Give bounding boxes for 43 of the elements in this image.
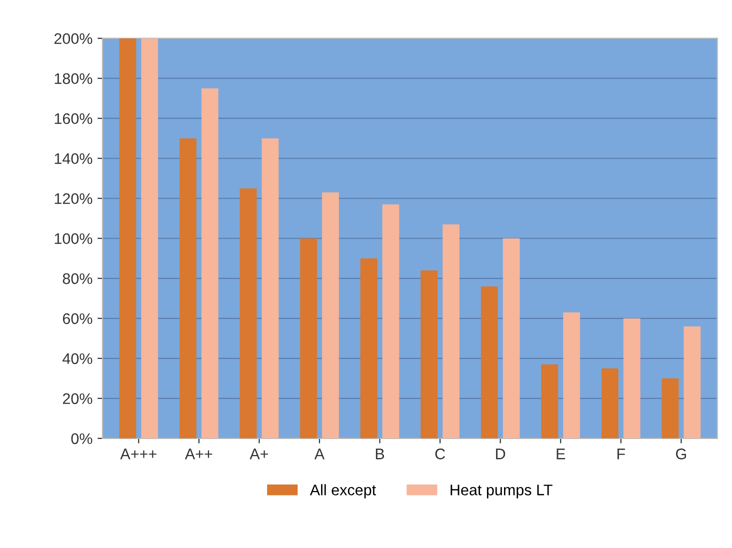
y-tick-label: 200% [54,33,92,44]
y-tick-label: 100% [54,233,92,244]
x-tick-label: A+ [250,448,268,460]
x-tick-label: F [617,448,625,460]
bar [382,204,400,438]
y-tick-label: 180% [54,73,92,84]
bar [502,238,520,438]
bar [240,188,257,438]
bar [119,38,136,438]
y-tick-label: 140% [54,153,92,164]
x-tick-label: C [435,448,445,460]
y-tick-label: 20% [62,393,92,404]
bar [480,286,498,438]
bar [601,368,618,438]
y-tick-label: 120% [54,193,92,204]
x-tick-label: G [676,448,686,460]
bar [623,318,640,438]
x-tick-label: A [314,448,325,460]
legend-label: All except [310,484,376,498]
x-tick-label: A++ [184,448,212,460]
bar [180,138,196,438]
y-tick-label: 80% [62,273,92,284]
bar [684,326,701,438]
bar [662,378,679,438]
y-tick-label: 160% [54,113,92,124]
bar [300,238,317,438]
bar [360,258,378,438]
y-tick-label: 0% [71,433,92,444]
x-tick-label: D [496,448,506,460]
bar [541,364,558,438]
x-tick-label: A+++ [120,448,156,460]
bar [442,224,460,438]
bar [262,138,279,438]
x-tick-label: E [556,448,566,460]
bar [563,312,580,438]
y-tick-label: 60% [62,313,92,324]
bar [322,192,339,438]
bar [201,88,218,438]
x-tick-label: B [376,448,384,460]
bar [141,38,158,438]
bar [420,270,438,438]
legend-label: Heat pumps LT [450,484,552,498]
y-tick-label: 40% [62,353,92,364]
